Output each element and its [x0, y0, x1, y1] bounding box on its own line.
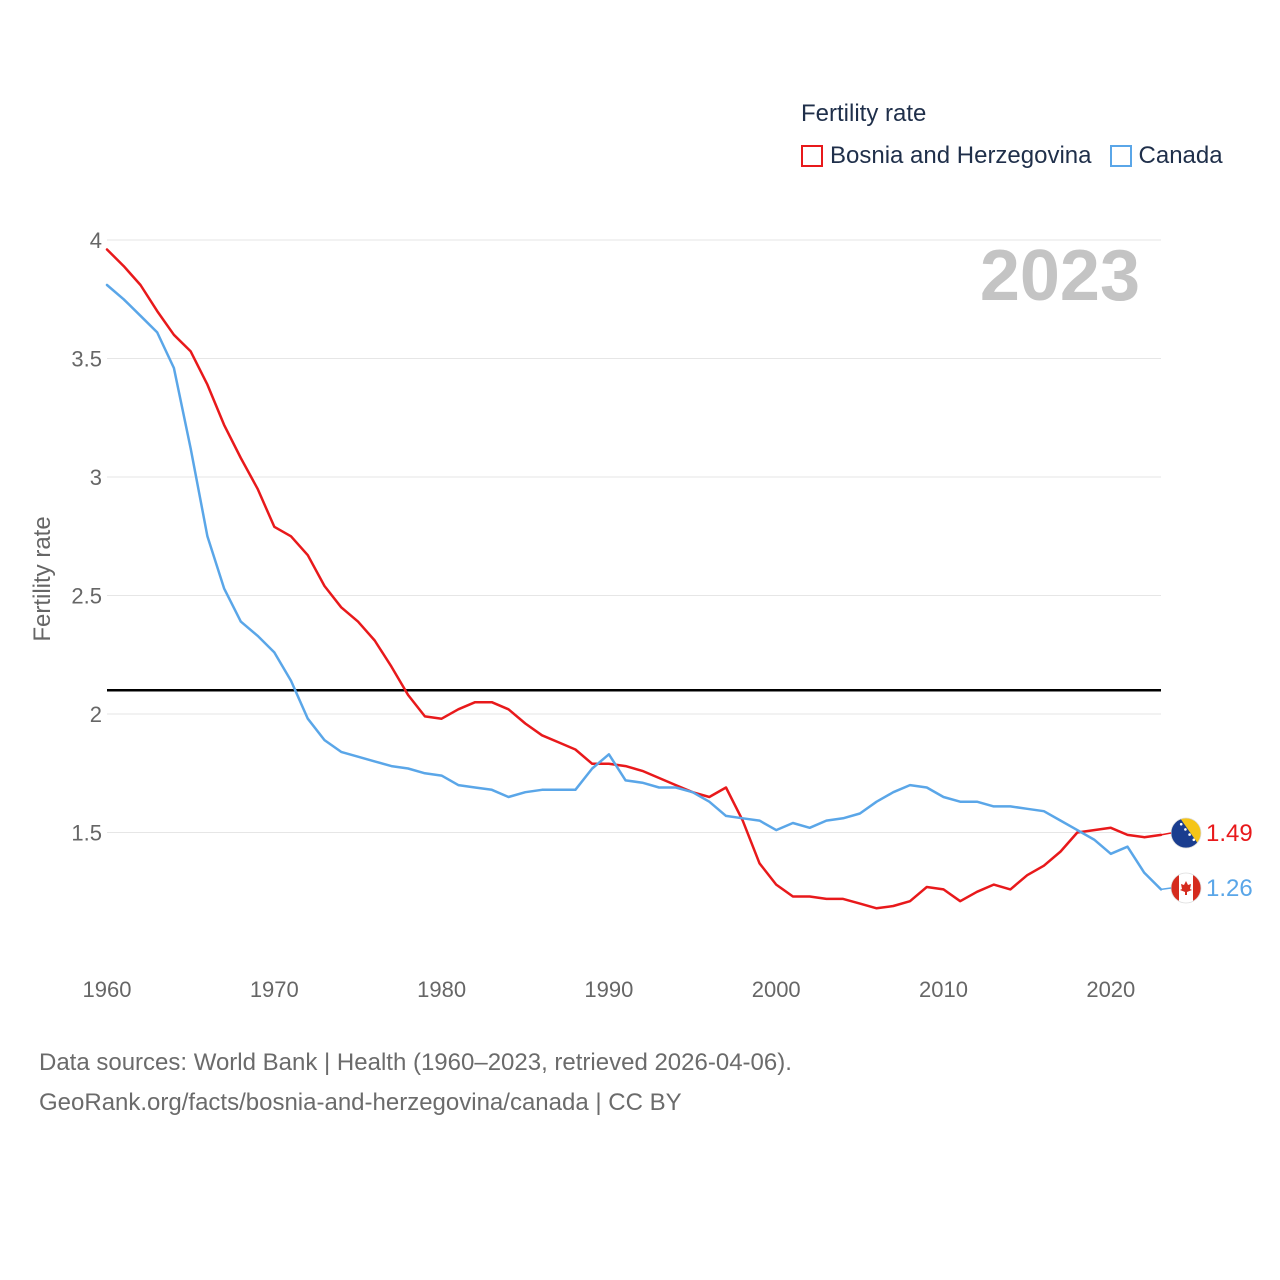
- legend-label-canada: Canada: [1138, 142, 1223, 169]
- x-tick-label: 2020: [1086, 977, 1135, 1002]
- bosnia-flag-icon: [1170, 817, 1202, 849]
- gridlines: [107, 239, 1161, 833]
- end-value-label: 1.26: [1206, 875, 1253, 902]
- canada-flag-icon: [1170, 872, 1202, 904]
- series-line-canada[interactable]: [105, 283, 1163, 891]
- y-tick-label: 4: [90, 228, 102, 253]
- x-tick-label: 2010: [919, 977, 968, 1002]
- footer-sources: Data sources: World Bank | Health (1960–…: [39, 1049, 792, 1076]
- x-tick-label: 2000: [752, 977, 801, 1002]
- legend-swatch-canada: [1109, 145, 1132, 167]
- end-connector: [1160, 887, 1172, 891]
- legend-item-canada[interactable]: Canada: [1109, 142, 1223, 170]
- legend-title: Fertility rate: [801, 100, 927, 127]
- end-value-label: 1.49: [1206, 820, 1253, 847]
- x-axis: 1960 1970 1980 1990 2000 2010 2020: [83, 977, 1136, 1002]
- footer-attribution[interactable]: GeoRank.org/facts/bosnia-and-herzegovina…: [39, 1089, 682, 1116]
- x-tick-label: 1980: [417, 977, 466, 1002]
- legend-item-bosnia[interactable]: Bosnia and Herzegovina: [801, 142, 1092, 170]
- y-tick-label: 2.5: [71, 584, 102, 609]
- legend-swatch-bosnia: [801, 145, 823, 167]
- legend: Bosnia and Herzegovina Canada: [801, 142, 1241, 170]
- x-tick-label: 1990: [584, 977, 633, 1002]
- x-tick-label: 1960: [83, 977, 132, 1002]
- footer: Data sources: World Bank | Health (1960–…: [39, 1043, 792, 1123]
- y-tick-label: 3: [90, 465, 102, 490]
- series-layer: [105, 248, 1163, 910]
- end-connector: [1160, 832, 1172, 836]
- series-line-bosnia[interactable]: [105, 248, 1163, 910]
- y-axis-label: Fertility rate: [29, 516, 56, 641]
- y-tick-label: 2: [90, 702, 102, 727]
- y-axis: 4 3.5 3 2.5 2 1.5: [71, 228, 102, 846]
- y-tick-label: 1.5: [71, 821, 102, 846]
- y-tick-label: 3.5: [71, 347, 102, 372]
- end-markers: 1.49 1.26: [1160, 817, 1253, 904]
- x-tick-label: 1970: [250, 977, 299, 1002]
- current-year-label: 2023: [980, 236, 1140, 316]
- legend-label-bosnia: Bosnia and Herzegovina: [830, 142, 1092, 169]
